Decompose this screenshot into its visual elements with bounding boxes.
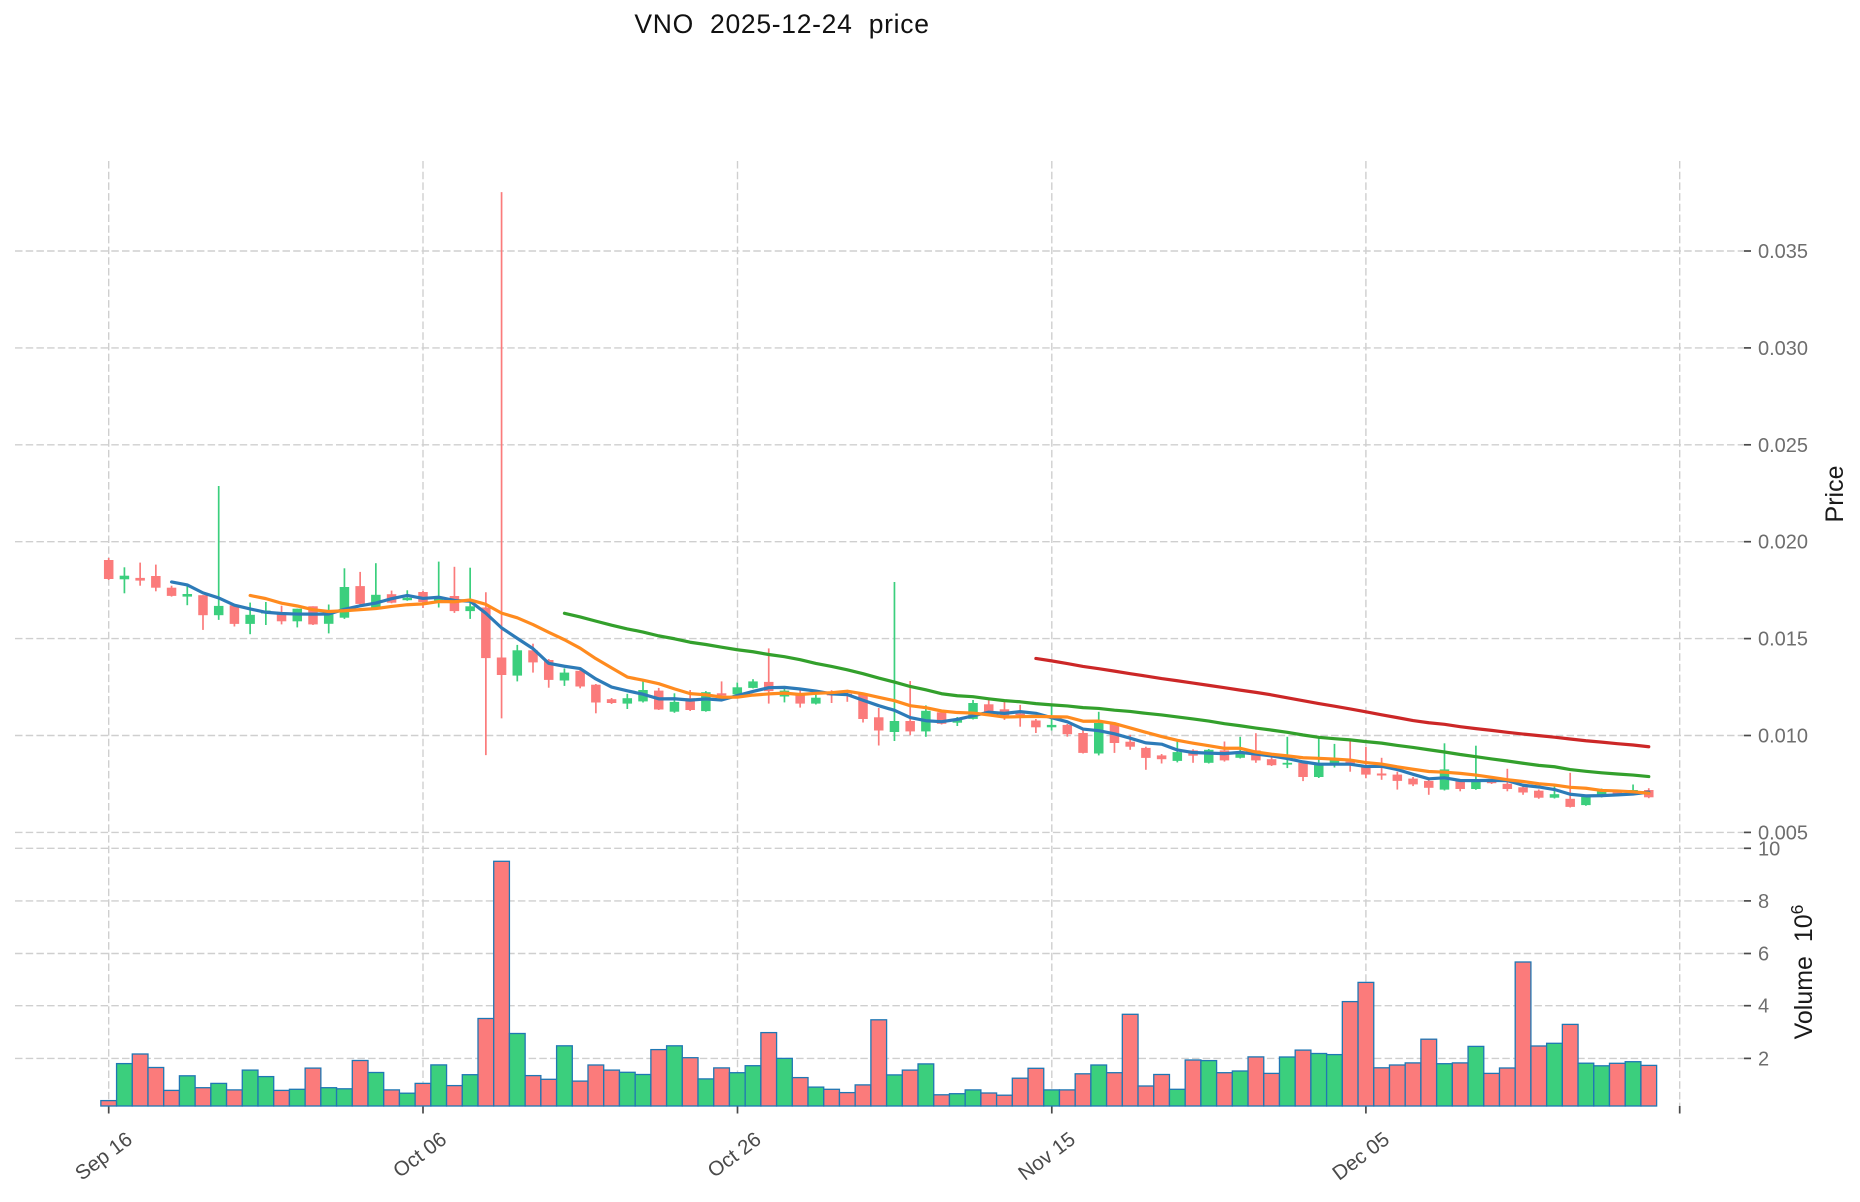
svg-text:0.010: 0.010 [1758,726,1808,748]
svg-text:8: 8 [1758,891,1769,913]
svg-text:Price: Price [1821,466,1849,523]
svg-text:0.030: 0.030 [1758,338,1808,360]
svg-text:0.020: 0.020 [1758,532,1808,554]
svg-text:0.015: 0.015 [1758,629,1808,651]
svg-text:0.005: 0.005 [1758,822,1808,844]
svg-text:6: 6 [1758,944,1769,966]
svg-text:0.035: 0.035 [1758,241,1808,263]
svg-text:VNO 2025-12-24 price: VNO 2025-12-24 price [634,9,929,39]
svg-text:0.025: 0.025 [1758,435,1808,457]
svg-text:4: 4 [1758,996,1769,1018]
svg-text:10: 10 [1758,838,1780,860]
svg-text:2: 2 [1758,1048,1769,1070]
svg-text:Volume 106: Volume 106 [1787,905,1818,1040]
